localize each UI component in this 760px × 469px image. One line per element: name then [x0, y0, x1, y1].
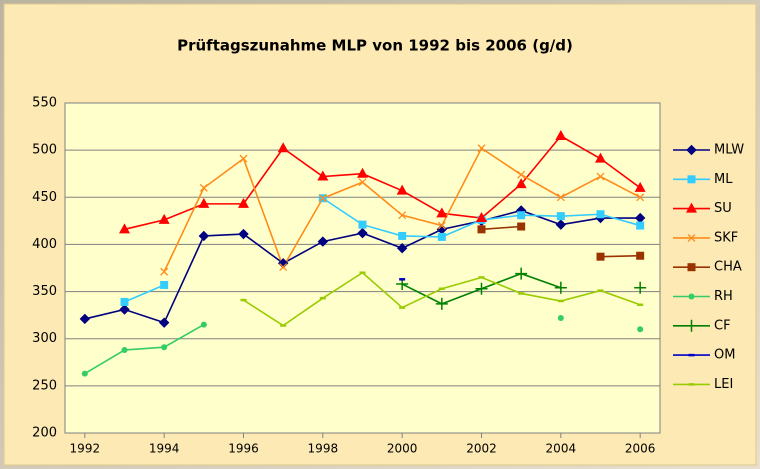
- legend-label: CF: [714, 318, 731, 333]
- y-tick-label: 200: [32, 426, 57, 441]
- marker: [396, 184, 408, 195]
- marker: [398, 211, 407, 220]
- marker: [357, 167, 368, 178]
- marker: [515, 267, 528, 280]
- marker: [596, 172, 605, 181]
- marker: [238, 228, 249, 240]
- marker: [437, 232, 446, 241]
- chart-title: Prüftagszunahme MLP von 1992 bis 2006 (g…: [177, 37, 573, 55]
- marker: [158, 317, 170, 328]
- plot-area: [64, 102, 661, 434]
- marker: [119, 304, 130, 315]
- x-tick-label: 2006: [625, 442, 656, 456]
- marker: [517, 170, 526, 179]
- marker: [200, 321, 207, 328]
- marker: [515, 178, 527, 189]
- x-tick-label: 1998: [308, 442, 339, 456]
- marker: [554, 281, 567, 294]
- marker: [317, 236, 329, 247]
- marker: [435, 297, 448, 310]
- marker: [477, 225, 486, 234]
- marker: [160, 267, 169, 276]
- marker: [687, 263, 696, 272]
- series-line: [481, 225, 641, 258]
- marker: [686, 202, 697, 213]
- legend-label: RH: [714, 289, 733, 304]
- marker: [475, 282, 488, 295]
- legend-label: CHA: [714, 260, 742, 275]
- marker: [595, 152, 606, 163]
- marker: [685, 319, 698, 332]
- marker: [687, 175, 696, 184]
- legend-label: SU: [714, 201, 732, 216]
- y-tick-label: 400: [32, 237, 57, 252]
- marker: [238, 197, 249, 208]
- y-tick-label: 250: [32, 378, 57, 393]
- marker: [81, 370, 88, 377]
- legend-label: ML: [714, 172, 733, 187]
- marker: [637, 326, 644, 333]
- x-tick-label: 2002: [466, 442, 497, 456]
- marker: [119, 223, 130, 234]
- marker: [636, 221, 645, 230]
- x-tick-label: 2004: [546, 442, 577, 456]
- legend-label: SKF: [714, 230, 738, 245]
- marker: [120, 297, 129, 306]
- marker: [437, 221, 446, 230]
- marker: [636, 193, 645, 202]
- y-tick-label: 450: [32, 190, 57, 205]
- marker: [318, 194, 327, 203]
- marker: [158, 213, 170, 224]
- marker: [476, 212, 487, 223]
- x-tick-label: 1992: [70, 442, 101, 456]
- marker: [556, 193, 565, 202]
- x-tick-label: 1996: [228, 442, 259, 456]
- marker: [555, 219, 567, 230]
- marker: [239, 154, 248, 163]
- marker: [279, 263, 288, 272]
- marker: [436, 207, 448, 218]
- marker: [121, 347, 128, 354]
- x-tick-label: 1994: [149, 442, 180, 456]
- legend-label: OM: [714, 348, 735, 363]
- marker: [161, 344, 168, 351]
- y-tick-label: 500: [32, 143, 57, 158]
- y-tick-label: 300: [32, 331, 57, 346]
- marker: [398, 231, 407, 240]
- y-tick-label: 350: [32, 284, 57, 299]
- x-tick-label: 2000: [387, 442, 418, 456]
- marker: [396, 242, 408, 254]
- legend-label: MLW: [714, 143, 744, 158]
- marker: [477, 144, 486, 153]
- marker: [634, 281, 647, 294]
- marker: [517, 211, 526, 220]
- marker: [688, 293, 695, 300]
- legend-label: LEI: [714, 377, 733, 392]
- y-tick-label: 550: [32, 96, 57, 111]
- marker: [317, 170, 329, 181]
- marker: [198, 230, 210, 242]
- marker: [687, 233, 696, 242]
- marker: [596, 252, 605, 261]
- marker: [596, 210, 605, 219]
- series-line: [124, 134, 641, 231]
- marker: [634, 181, 646, 192]
- marker: [160, 280, 169, 289]
- marker: [198, 197, 210, 208]
- marker: [277, 142, 289, 153]
- marker: [686, 144, 697, 156]
- marker: [199, 183, 208, 192]
- marker: [358, 178, 367, 187]
- marker: [79, 313, 91, 325]
- marker: [556, 212, 565, 221]
- marker: [555, 130, 567, 140]
- marker: [357, 227, 368, 239]
- marker: [557, 314, 564, 321]
- marker: [358, 220, 367, 229]
- marker: [636, 251, 645, 260]
- marker: [517, 222, 526, 231]
